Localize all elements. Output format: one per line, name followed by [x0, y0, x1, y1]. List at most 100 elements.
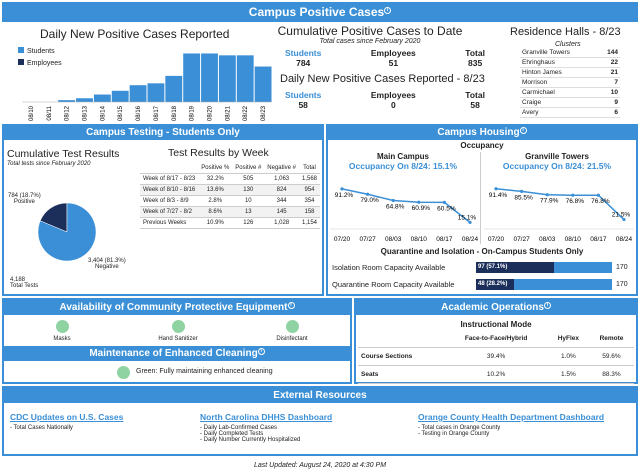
nc-item: - Daily Number Currently Hospitalized [200, 437, 301, 443]
week-cell: Week of 8/10 - 8/16 [140, 184, 199, 196]
week-cell: 126 [232, 217, 265, 229]
daily-bar [201, 53, 218, 102]
legend: Students Employees [18, 47, 62, 67]
daily-tick-label: 08/20 [208, 105, 214, 121]
cum-test-subtitle: Total tests since February 2020 [7, 161, 91, 167]
occupancy-tick: 07/20 [334, 236, 351, 243]
hall-clusters: 9 [597, 97, 620, 108]
iso-total: 170 [616, 264, 628, 271]
info-icon[interactable]: i [384, 7, 392, 14]
occupancy-tick: 08/24 [462, 236, 479, 243]
gt-occupancy: Occupancy On 8/24: 21.5% [502, 161, 612, 171]
iso-label: Isolation Room Capacity Available [332, 263, 446, 272]
oc-item: - Total cases in Orange County [418, 425, 501, 431]
week-header: Total [298, 163, 320, 174]
pie-negative-word: Negative [95, 264, 119, 270]
occupancy-point [417, 200, 421, 204]
residence-table: Granville Towers 144 Ehringhaus 22 Hinton Ja… [520, 48, 620, 118]
main-occupancy: Occupancy On 8/24: 15.1% [348, 161, 458, 171]
ops-cell: 88.3% [588, 365, 634, 384]
daily-bar [93, 94, 111, 102]
hall-clusters: 144 [597, 48, 620, 58]
cum-students-label: Students [285, 48, 322, 58]
cdc-link[interactable]: CDC Updates on U.S. Cases [10, 412, 124, 422]
orange-county-link[interactable]: Orange County Health Department Dashboar… [418, 412, 605, 422]
daily-bar [111, 90, 129, 102]
test-week-table: Positive % Positive # Negative # Total Week … [140, 163, 320, 229]
occupancy-label: 76.8% [566, 198, 585, 205]
occupancy-label: 64.8% [386, 203, 405, 210]
occupancy-point [596, 193, 600, 197]
cum-students-value: 784 [296, 58, 311, 68]
occupancy-label: 60.9% [412, 205, 431, 212]
week-header: Positive % [198, 163, 233, 174]
header-bar: Campus Positive Cases i [2, 2, 638, 22]
week-cell: 13 [232, 206, 265, 218]
daily-total-label: Total [465, 90, 485, 100]
pie-slice [37, 202, 97, 262]
cleaning-text: Green: Fully maintaining enhanced cleani… [136, 368, 273, 375]
week-cell: 1,063 [264, 173, 299, 185]
masks-label: Masks [53, 336, 71, 342]
residence-row: Avery 6 [520, 107, 620, 118]
oc-item: - Testing in Orange County [418, 431, 490, 437]
daily-bar [129, 85, 147, 102]
last-updated: Last Updated: August 24, 2020 at 4:30 PM [253, 462, 387, 469]
residence-row: Ehringhaus 22 [520, 57, 620, 68]
hall-clusters: 21 [597, 67, 620, 78]
housing-info-icon[interactable]: i [519, 126, 527, 134]
cum-total-label: Total [465, 48, 485, 58]
cleaning-info-icon[interactable]: i [257, 347, 265, 355]
residence-row: Morrison 7 [520, 77, 620, 88]
quar-total: 170 [616, 281, 628, 288]
masks-status-dot [56, 320, 69, 333]
disinfectant-label: Disinfectant [276, 336, 308, 342]
week-cell: 10.9% [198, 217, 233, 229]
pie-positive-label: 784 (18.7%) [8, 193, 41, 199]
week-cell: 505 [232, 173, 265, 185]
nc-item: - Daily Lab-Confirmed Cases [200, 425, 278, 431]
week-cell: 954 [298, 184, 320, 196]
hall-clusters: 7 [597, 77, 620, 88]
daily-tick-label: 08/11 [47, 105, 53, 120]
week-cell: 130 [232, 184, 265, 196]
ops-row: Seats 10.2% 1.5% 88.3% [358, 365, 634, 384]
cleaning-header: Maintenance of Enhanced Cleaning i [4, 346, 350, 361]
occupancy-tick: 08/24 [616, 236, 633, 243]
ops-row: Course Sections 39.4% 1.0% 59.6% [358, 347, 634, 366]
hall-name: Carmichael [520, 87, 598, 98]
occupancy-point [468, 220, 472, 224]
quar-fill: 48 (28.2%) [476, 279, 515, 290]
occupancy-label: 60.5% [437, 205, 456, 212]
occupancy-tick: 08/03 [539, 236, 556, 243]
daily-employees-label: Employees [370, 90, 416, 100]
quarantine-title: Quarantine and Isolation - On-Campus Stu… [380, 247, 584, 256]
hall-name: Avery [520, 107, 598, 118]
nc-dhhs-link[interactable]: North Carolina DHHS Dashboard [200, 412, 333, 422]
daily-bar [236, 55, 254, 102]
occupancy-point [366, 192, 370, 196]
mode-title: Instructional Mode [460, 320, 532, 329]
daily-tick-label: 08/10 [29, 105, 35, 121]
week-header: Positive # [232, 163, 265, 174]
week-title: Test Results by Week [168, 147, 269, 159]
daily-tick-label: 08/22 [243, 105, 249, 121]
occupancy-label: 77.9% [540, 198, 559, 205]
daily-bar [218, 55, 236, 102]
week-row: Week of 8/10 - 8/16 13.6% 130 824 954 [140, 184, 320, 196]
week-header: Negative # [264, 163, 299, 174]
daily-cases-chart: 08/10 08/11 08/12 08/13 08/14 08/15 08/16 08/17… [22, 53, 272, 121]
occupancy-point [442, 200, 446, 204]
week-cell: 1,154 [298, 217, 320, 229]
week-row: Week of 8/17 - 8/23 32.2% 505 1,063 1,568 [140, 173, 320, 185]
academic-info-icon[interactable]: i [543, 301, 551, 309]
daily-tick-label: 08/16 [136, 105, 142, 121]
cumulative-title: Cumulative Positive Cases to Date [277, 24, 463, 38]
week-cell: 10 [232, 195, 265, 207]
week-row: Previous Weeks 10.9% 126 1,028 1,154 [140, 217, 320, 229]
ppe-info-icon[interactable]: i [287, 301, 295, 309]
occupancy-label: 79.0% [360, 197, 379, 204]
daily-reported-title: Daily New Positive Cases Reported - 8/23 [280, 73, 485, 85]
daily-tick-label: 08/12 [65, 105, 71, 121]
daily-tick-label: 08/14 [100, 105, 106, 121]
